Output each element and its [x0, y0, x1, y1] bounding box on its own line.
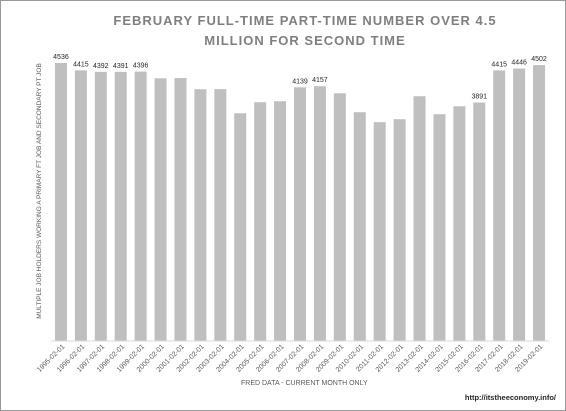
bar	[54, 63, 67, 341]
data-label: 4157	[312, 77, 328, 84]
bar	[94, 71, 107, 342]
bar	[333, 93, 346, 341]
data-label: 4536	[53, 54, 69, 61]
bar	[353, 112, 366, 342]
bar	[453, 106, 466, 342]
bar	[393, 119, 406, 341]
data-label: 4415	[491, 61, 507, 68]
data-label: 4415	[73, 61, 89, 68]
bar	[294, 87, 306, 341]
data-label: 4139	[292, 78, 308, 85]
data-label: 4446	[511, 60, 527, 67]
bar	[114, 71, 127, 341]
bar	[313, 86, 326, 341]
bar	[373, 122, 386, 341]
bar	[194, 89, 207, 341]
data-label: 4391	[113, 63, 129, 70]
bar	[254, 102, 267, 341]
data-label: 4396	[133, 63, 149, 70]
bar	[274, 101, 287, 342]
y-axis-label: MULTIPLE JOB HOLDERS WORKING A PRIMARY F…	[36, 63, 43, 319]
bar	[513, 68, 526, 342]
data-label: 4392	[93, 63, 109, 70]
data-label: 3891	[471, 94, 487, 101]
bar	[473, 102, 486, 341]
bar	[493, 70, 506, 342]
chart-title: FEBRUARY FULL-TIME PART-TIME NUMBER OVER…	[113, 13, 497, 48]
bar	[74, 70, 87, 342]
bar	[174, 78, 187, 341]
source: http://itstheeconomy.info/	[465, 393, 557, 402]
bar	[134, 71, 147, 341]
bar	[433, 114, 446, 341]
bar	[234, 113, 247, 341]
bar	[533, 65, 546, 341]
data-label: 4502	[531, 56, 547, 63]
bar	[154, 78, 167, 341]
bar	[214, 89, 227, 342]
bar	[413, 96, 426, 342]
x-axis-label: FRED DATA - CURRENT MONTH ONLY	[241, 380, 368, 387]
